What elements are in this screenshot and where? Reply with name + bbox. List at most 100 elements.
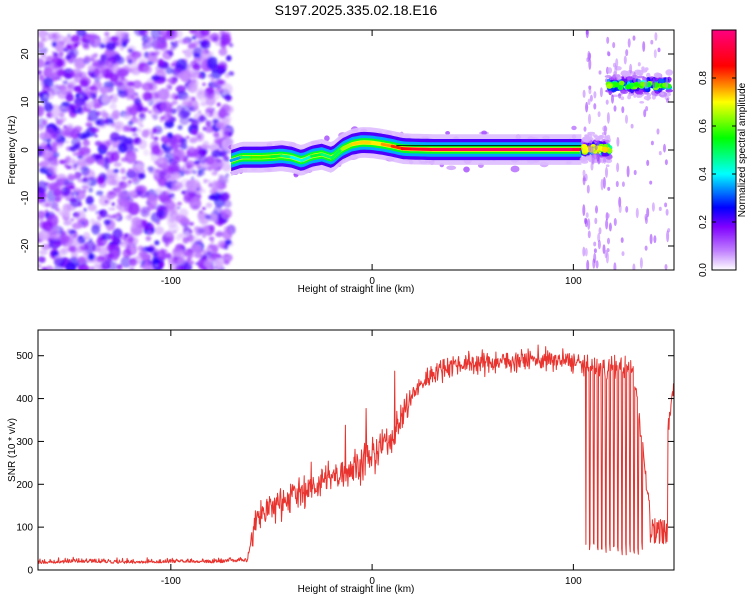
noise-blob [228, 71, 235, 76]
noise-blob [194, 105, 199, 111]
segment-speckle [605, 166, 608, 178]
segment-speckle [582, 246, 586, 257]
noise-blob [90, 98, 102, 110]
noise-blob [55, 173, 67, 184]
segment-speckle [626, 77, 630, 82]
noise-blob [202, 171, 206, 176]
ridge-core [259, 155, 273, 159]
segment-speckle [587, 230, 591, 239]
noise-blob [175, 265, 185, 270]
noise-blob [51, 250, 59, 257]
noise-blob [229, 43, 234, 48]
noise-blob [136, 186, 144, 195]
noise-blob [134, 51, 147, 63]
noise-blob [194, 252, 203, 259]
noise-blob [198, 74, 203, 79]
segment-speckle [583, 126, 587, 132]
noise-blob [105, 214, 112, 218]
noise-blob [45, 117, 49, 121]
colorbar-label: Normalized spectral amplitude [737, 82, 748, 217]
noise-blob [179, 70, 192, 82]
segment-speckle [621, 106, 625, 114]
noise-blob [54, 35, 67, 46]
noise-blob [132, 132, 139, 137]
segment-blob [653, 72, 662, 78]
noise-blob [145, 235, 152, 242]
noise-blob [56, 69, 66, 77]
noise-blob [85, 195, 94, 205]
noise-blob [71, 160, 75, 163]
noise-blob [41, 151, 54, 160]
segment-blob [616, 74, 621, 81]
noise-blob [65, 93, 74, 102]
ridge-core [370, 141, 384, 146]
noise-blob [189, 42, 195, 47]
noise-blob [127, 81, 135, 87]
noise-blob [47, 112, 52, 116]
noise-blob [79, 71, 87, 79]
ridge-core [290, 155, 304, 163]
ridge-band [231, 140, 582, 163]
noise-blob [123, 140, 134, 153]
noise-blob [156, 129, 161, 132]
segment-speckle [623, 55, 627, 65]
noise-blob [106, 243, 115, 251]
segment-speckle [625, 206, 629, 213]
ridge-core [380, 142, 394, 148]
noise-blob [65, 44, 72, 50]
noise-blob [73, 97, 86, 107]
noise-blob [154, 188, 163, 195]
segment-speckle [645, 106, 649, 112]
noise-blob [206, 179, 211, 182]
noise-blob [38, 69, 43, 75]
noise-blob [96, 118, 106, 126]
noise-blob [44, 209, 49, 214]
colorbar: 0.0 0.2 0.4 0.6 0.8 Normalized spectral ampl… [698, 29, 748, 277]
noise-blob [85, 156, 96, 164]
noise-blob [118, 68, 130, 76]
noise-blob [101, 64, 106, 69]
x-tick-label: 0 [369, 276, 375, 287]
segment-blob [646, 94, 651, 100]
snr-series-line [38, 344, 674, 564]
noise-blob [146, 213, 151, 216]
noise-blob [177, 206, 181, 209]
noise-blob [215, 122, 225, 129]
y-tick-label: 200 [16, 480, 33, 491]
noise-blob [171, 134, 183, 144]
noise-blob [65, 262, 77, 270]
noise-blob [75, 72, 80, 77]
noise-blob [42, 84, 51, 94]
noise-blob [109, 93, 119, 104]
segment-speckle [621, 181, 625, 187]
segment-speckle [593, 91, 597, 99]
ridge-halo [324, 135, 330, 142]
noise-blob [216, 66, 227, 75]
noise-blob [38, 74, 45, 81]
noise-blob [129, 257, 138, 267]
colorbar-tick-label: 0.6 [698, 119, 709, 133]
segment-speckle [658, 151, 662, 156]
snr-x-ticks: -100 0 100 [161, 330, 582, 587]
x-tick-label: -100 [161, 576, 181, 587]
noise-blob [177, 125, 183, 130]
noise-blob [209, 252, 217, 260]
ridge-core [320, 152, 334, 160]
noise-blob [60, 230, 67, 236]
noise-blob [168, 51, 174, 57]
segment-speckle [629, 63, 633, 74]
noise-blob [51, 92, 56, 96]
noise-blob [196, 173, 202, 177]
y-tick-label: 500 [16, 351, 33, 362]
segment-speckle [611, 94, 614, 104]
noise-blob [76, 30, 86, 37]
noise-blob [82, 87, 87, 92]
segment-speckle [593, 241, 597, 247]
noise-blob [97, 243, 102, 246]
noise-blob [194, 51, 198, 55]
noise-blob [68, 103, 76, 112]
noise-blob [197, 134, 202, 139]
noise-blob [223, 200, 232, 208]
noise-blob [97, 176, 104, 185]
segment-blob [601, 152, 610, 157]
